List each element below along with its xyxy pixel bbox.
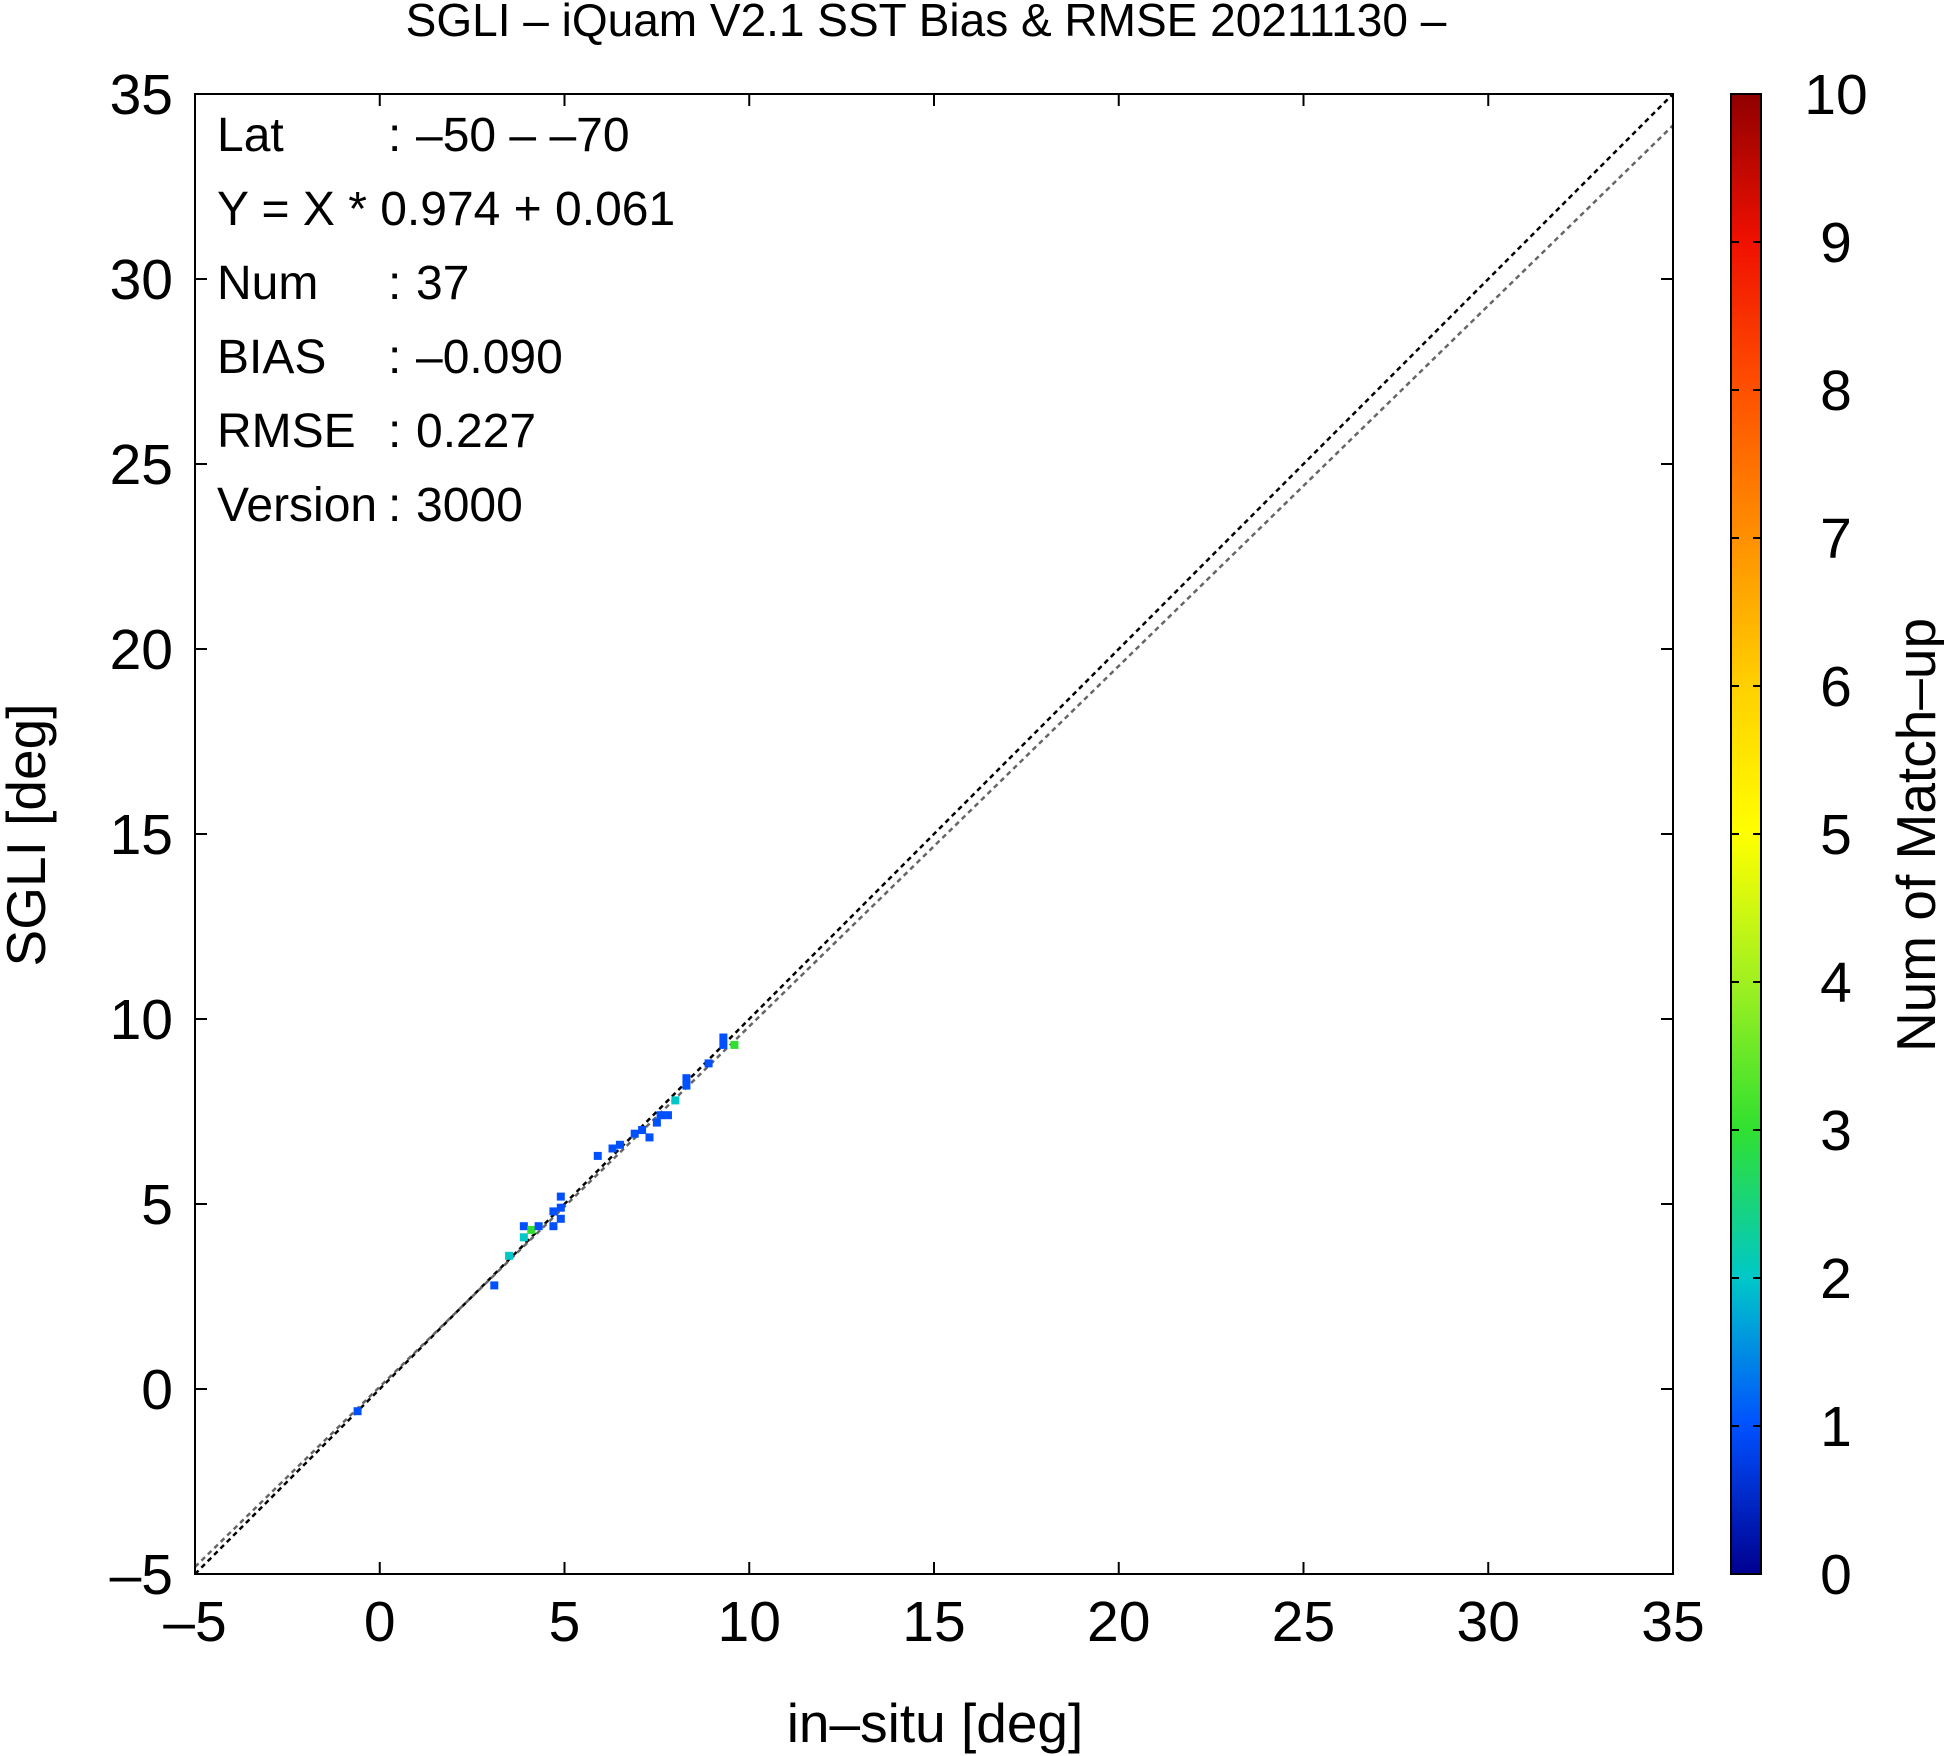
data-point	[615, 1140, 624, 1149]
x-tick-label: 20	[1087, 1590, 1150, 1654]
stat-value: 3000	[416, 479, 523, 532]
regression-line	[195, 124, 1673, 1568]
y-tick-label: 30	[110, 248, 173, 312]
data-point	[645, 1133, 654, 1142]
y-tick-label: 5	[141, 1173, 173, 1237]
reference-lines	[195, 94, 1673, 1574]
data-point	[730, 1040, 739, 1049]
stat-value: –50 – –70	[416, 109, 630, 162]
colorbar-label: Num of Match–up	[1885, 618, 1944, 1052]
x-tick-label: 30	[1457, 1590, 1520, 1654]
stats-box: Lat: –50 – –70Y = X * 0.974 + 0.061Num:37…	[217, 109, 675, 532]
data-point	[656, 1111, 665, 1120]
y-tick-label: 0	[141, 1358, 173, 1422]
data-point	[682, 1074, 691, 1083]
x-tick-label: –5	[163, 1590, 226, 1654]
data-point	[490, 1281, 499, 1290]
colorbar-tick-label: 10	[1804, 63, 1867, 127]
data-point	[704, 1059, 713, 1068]
x-axis-label: in–situ [deg]	[787, 1692, 1084, 1754]
stat-label: BIAS	[217, 331, 326, 384]
data-point	[549, 1207, 558, 1216]
plot-area: –5 0 5 10 15 20 25 30 35 –5 0 5 10 15 20 25 30 35	[110, 63, 1705, 1654]
stat-separator: :	[388, 257, 401, 310]
colorbar-tick-label: 1	[1820, 1395, 1852, 1459]
y-tick-label: 15	[110, 803, 173, 867]
colorbar-tick-label: 2	[1820, 1247, 1852, 1311]
colorbar-tick-label: 4	[1820, 951, 1852, 1015]
data-point	[652, 1118, 661, 1127]
colorbar-tick-label: 8	[1820, 359, 1852, 423]
colorbar-tick-label: 0	[1820, 1543, 1852, 1607]
data-point	[719, 1033, 728, 1042]
y-tick-label: 25	[110, 433, 173, 497]
data-point	[527, 1225, 536, 1234]
data-point	[671, 1096, 680, 1105]
x-tick-label: 10	[718, 1590, 781, 1654]
colorbar-tick-label: 9	[1820, 211, 1852, 275]
one-to-one-line	[195, 94, 1673, 1574]
colorbar-tick-label: 7	[1820, 507, 1852, 571]
data-point	[549, 1222, 558, 1231]
y-tick-label: 10	[110, 988, 173, 1052]
data-points	[353, 1033, 739, 1416]
x-tick-label: 5	[549, 1590, 581, 1654]
data-point	[505, 1251, 514, 1260]
y-axis-label: SGLI [deg]	[0, 704, 57, 967]
stat-separator: :	[388, 405, 401, 458]
stat-separator: :	[388, 109, 401, 162]
data-point	[630, 1129, 639, 1138]
data-point	[682, 1081, 691, 1090]
x-tick-label: 25	[1272, 1590, 1335, 1654]
stat-separator: :	[388, 331, 401, 384]
y-tick-label: 20	[110, 618, 173, 682]
x-tick-label: 15	[902, 1590, 965, 1654]
stat-label: Y = X * 0.974 + 0.061	[217, 183, 675, 236]
data-point	[519, 1222, 528, 1231]
stat-value: 0.227	[416, 405, 536, 458]
data-point	[593, 1151, 602, 1160]
stat-value: –0.090	[416, 331, 563, 384]
y-tick-label: 35	[110, 63, 173, 127]
y-tick-label: –5	[110, 1543, 173, 1607]
colorbar-tick-label: 6	[1820, 655, 1852, 719]
data-point	[638, 1126, 647, 1134]
colorbar-tick-label: 3	[1820, 1099, 1852, 1163]
data-point	[556, 1192, 565, 1201]
data-point	[534, 1222, 543, 1231]
data-point	[556, 1203, 565, 1212]
colorbar-tick-label: 5	[1820, 803, 1852, 867]
axis-ticks: –5 0 5 10 15 20 25 30 35 –5 0 5 10 15 20 25 30 35	[110, 63, 1705, 1654]
data-point	[663, 1111, 672, 1120]
data-point	[556, 1214, 565, 1223]
data-point	[353, 1407, 362, 1416]
x-tick-label: 35	[1641, 1590, 1704, 1654]
chart-title: SGLI – iQuam V2.1 SST Bias & RMSE 202111…	[406, 0, 1447, 46]
x-tick-label: 0	[364, 1590, 396, 1654]
data-point	[719, 1040, 728, 1049]
stat-label: RMSE	[217, 405, 356, 458]
stat-label: Num	[217, 257, 318, 310]
stat-label: Lat	[217, 109, 284, 162]
stat-label: Version	[217, 479, 377, 532]
colorbar: 0 1 2 3 4 5 6 7 8 9 10	[1730, 63, 1868, 1607]
stat-separator: :	[388, 479, 401, 532]
data-point	[608, 1144, 617, 1153]
stat-value: 37	[416, 257, 469, 310]
data-point	[519, 1233, 528, 1242]
